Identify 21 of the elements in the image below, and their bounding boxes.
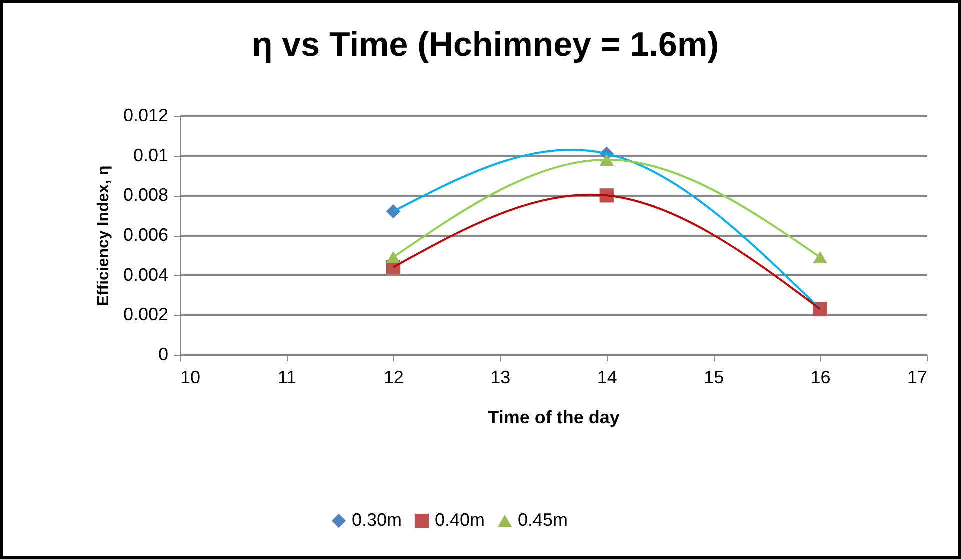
x-axis-title: Time of the day	[488, 408, 620, 428]
y-tick-label: 0	[158, 344, 168, 364]
x-tick-label: 16	[810, 368, 831, 388]
legend-label: 0.40m	[435, 510, 486, 530]
x-tick-label: 10	[180, 368, 201, 388]
x-tick-label: 15	[704, 368, 724, 388]
x-tick-label: 14	[597, 368, 618, 388]
legend-label: 0.30m	[352, 510, 402, 530]
y-tick-label: 0.012	[123, 106, 168, 126]
legend-label: 0.45m	[518, 510, 568, 530]
y-tick-label: 0.004	[123, 264, 168, 285]
y-tick-label: 0.01	[133, 145, 168, 166]
x-tick-label: 12	[384, 368, 404, 388]
y-tick-label: 0.008	[123, 185, 168, 206]
chart-title: η vs Time (Hchimney = 1.6m)	[252, 26, 720, 64]
y-tick-label: 0.006	[123, 225, 168, 245]
y-axis-title: Efficiency Index, η	[95, 166, 112, 306]
x-tick-label: 11	[278, 368, 297, 388]
y-tick-label: 0.002	[123, 304, 168, 325]
x-tick-label: 13	[490, 368, 511, 388]
x-tick-label: 17	[907, 368, 928, 388]
